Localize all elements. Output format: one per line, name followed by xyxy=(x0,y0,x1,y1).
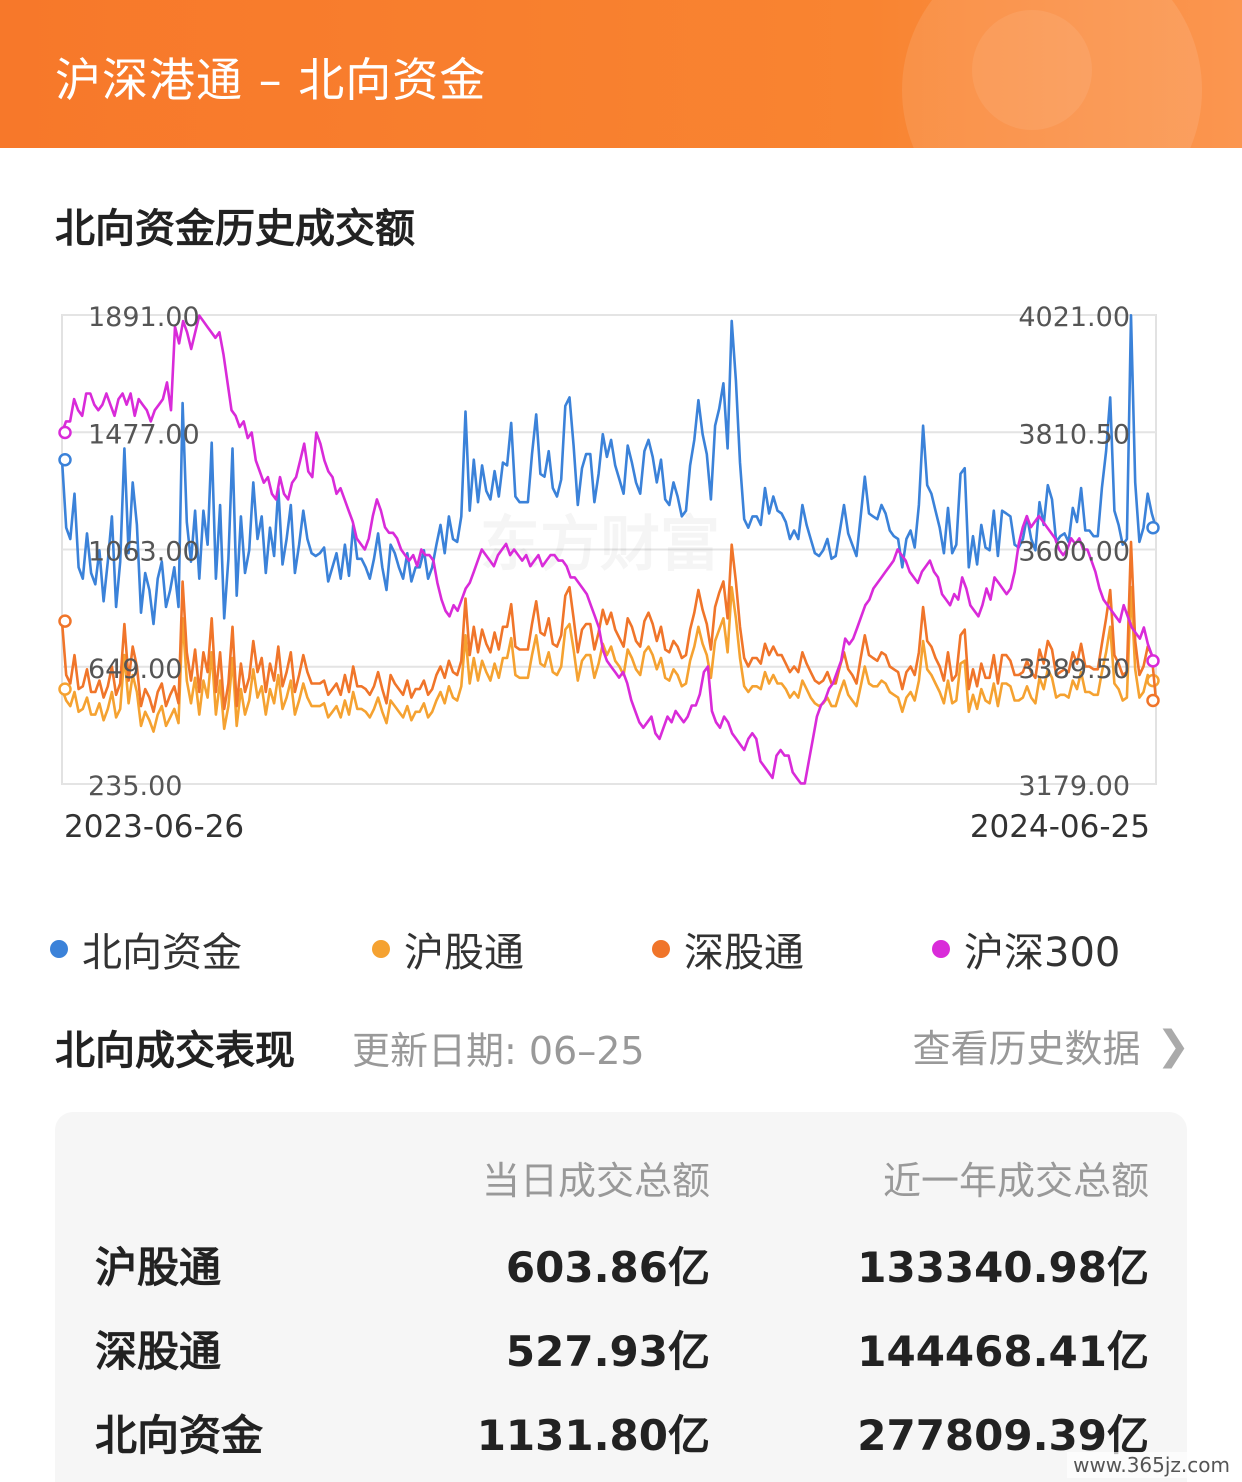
header-decoration xyxy=(902,0,1202,148)
chart-watermark: 东方财富 xyxy=(480,510,720,580)
page-title: 沪深港通 – 北向资金 xyxy=(55,53,487,107)
chevron-right-icon: ❯ xyxy=(1156,1022,1190,1069)
left-axis-tick: 1063.00 xyxy=(88,537,200,568)
cell-today-sz: 527.93亿 xyxy=(505,1327,710,1376)
series-line-3 xyxy=(60,314,1158,785)
left-axis-tick: 649.00 xyxy=(88,654,182,685)
series-end-marker-3 xyxy=(1146,654,1160,668)
column-header-year: 近一年成交总额 xyxy=(882,1159,1149,1203)
series-start-marker-3 xyxy=(58,425,72,440)
series-start-marker-2 xyxy=(58,614,72,628)
legend-item-sz-connect[interactable]: 深股通 xyxy=(652,920,804,978)
view-history-link[interactable]: 查看历史数据 ❯ xyxy=(912,1018,1190,1073)
left-axis-tick: 235.00 xyxy=(88,771,182,802)
legend-item-sh-connect[interactable]: 沪股通 xyxy=(372,920,524,978)
legend-label: 沪深300 xyxy=(964,930,1121,976)
series-end-marker-0 xyxy=(1146,520,1160,535)
series-line-0 xyxy=(60,314,1158,626)
legend-label: 沪股通 xyxy=(404,930,524,976)
left-axis-tick: 1891.00 xyxy=(88,302,200,333)
legend-dot-icon xyxy=(932,940,950,958)
column-header-today: 当日成交总额 xyxy=(481,1159,710,1203)
series-end-marker-2 xyxy=(1146,693,1160,708)
legend-item-csi300[interactable]: 沪深300 xyxy=(932,920,1120,978)
legend-label: 深股通 xyxy=(684,930,804,976)
cell-year-sh: 133340.98亿 xyxy=(857,1243,1149,1292)
performance-table xyxy=(55,1112,1187,1482)
watermark: www.365jz.com xyxy=(1067,1452,1236,1478)
series-line-1 xyxy=(60,585,1157,733)
left-axis-tick: 1477.00 xyxy=(88,419,200,450)
performance-title: 北向成交表现 xyxy=(55,1028,295,1074)
right-axis-tick: 4021.00 xyxy=(1018,302,1130,333)
row-label-sz-connect: 深股通 xyxy=(95,1327,222,1376)
x-axis-end-label: 2024-06-25 xyxy=(970,809,1150,845)
right-axis-tick: 3179.00 xyxy=(1018,771,1130,802)
header-decoration xyxy=(972,10,1092,130)
cell-today-north: 1131.80亿 xyxy=(476,1411,710,1460)
legend-dot-icon xyxy=(50,940,68,958)
legend-label: 北向资金 xyxy=(82,930,242,976)
app-header: 沪深港通 – 北向资金 xyxy=(0,0,1242,148)
legend-dot-icon xyxy=(372,940,390,958)
x-axis-start-label: 2023-06-26 xyxy=(64,809,244,845)
series-line-2 xyxy=(60,540,1158,714)
right-axis-tick: 3600.00 xyxy=(1018,537,1130,568)
legend-item-northbound[interactable]: 北向资金 xyxy=(50,920,242,978)
history-chart[interactable]: 东方财富 1891.00 1477.00 1063.00 649.00 235.00 402… xyxy=(0,280,1242,860)
row-label-northbound: 北向资金 xyxy=(95,1411,264,1460)
legend-dot-icon xyxy=(652,940,670,958)
row-label-sh-connect: 沪股通 xyxy=(95,1243,222,1292)
right-axis-tick: 3810.50 xyxy=(1018,419,1130,450)
chart-legend: 北向资金 沪股通 深股通 沪深300 xyxy=(50,920,1200,980)
chart-svg[interactable]: 东方财富 1891.00 1477.00 1063.00 649.00 235.00 402… xyxy=(0,280,1242,860)
view-history-label: 查看历史数据 xyxy=(912,1027,1141,1071)
cell-today-sh: 603.86亿 xyxy=(505,1243,710,1292)
chart-title: 北向资金历史成交额 xyxy=(55,206,415,252)
series-start-marker-0 xyxy=(58,452,72,467)
cell-year-north: 277809.39亿 xyxy=(857,1411,1149,1460)
series-start-marker-1 xyxy=(58,682,72,696)
right-axis-tick: 3389.50 xyxy=(1018,654,1130,685)
update-date: 更新日期: 06–25 xyxy=(352,1029,645,1073)
cell-year-sz: 144468.41亿 xyxy=(857,1327,1149,1376)
